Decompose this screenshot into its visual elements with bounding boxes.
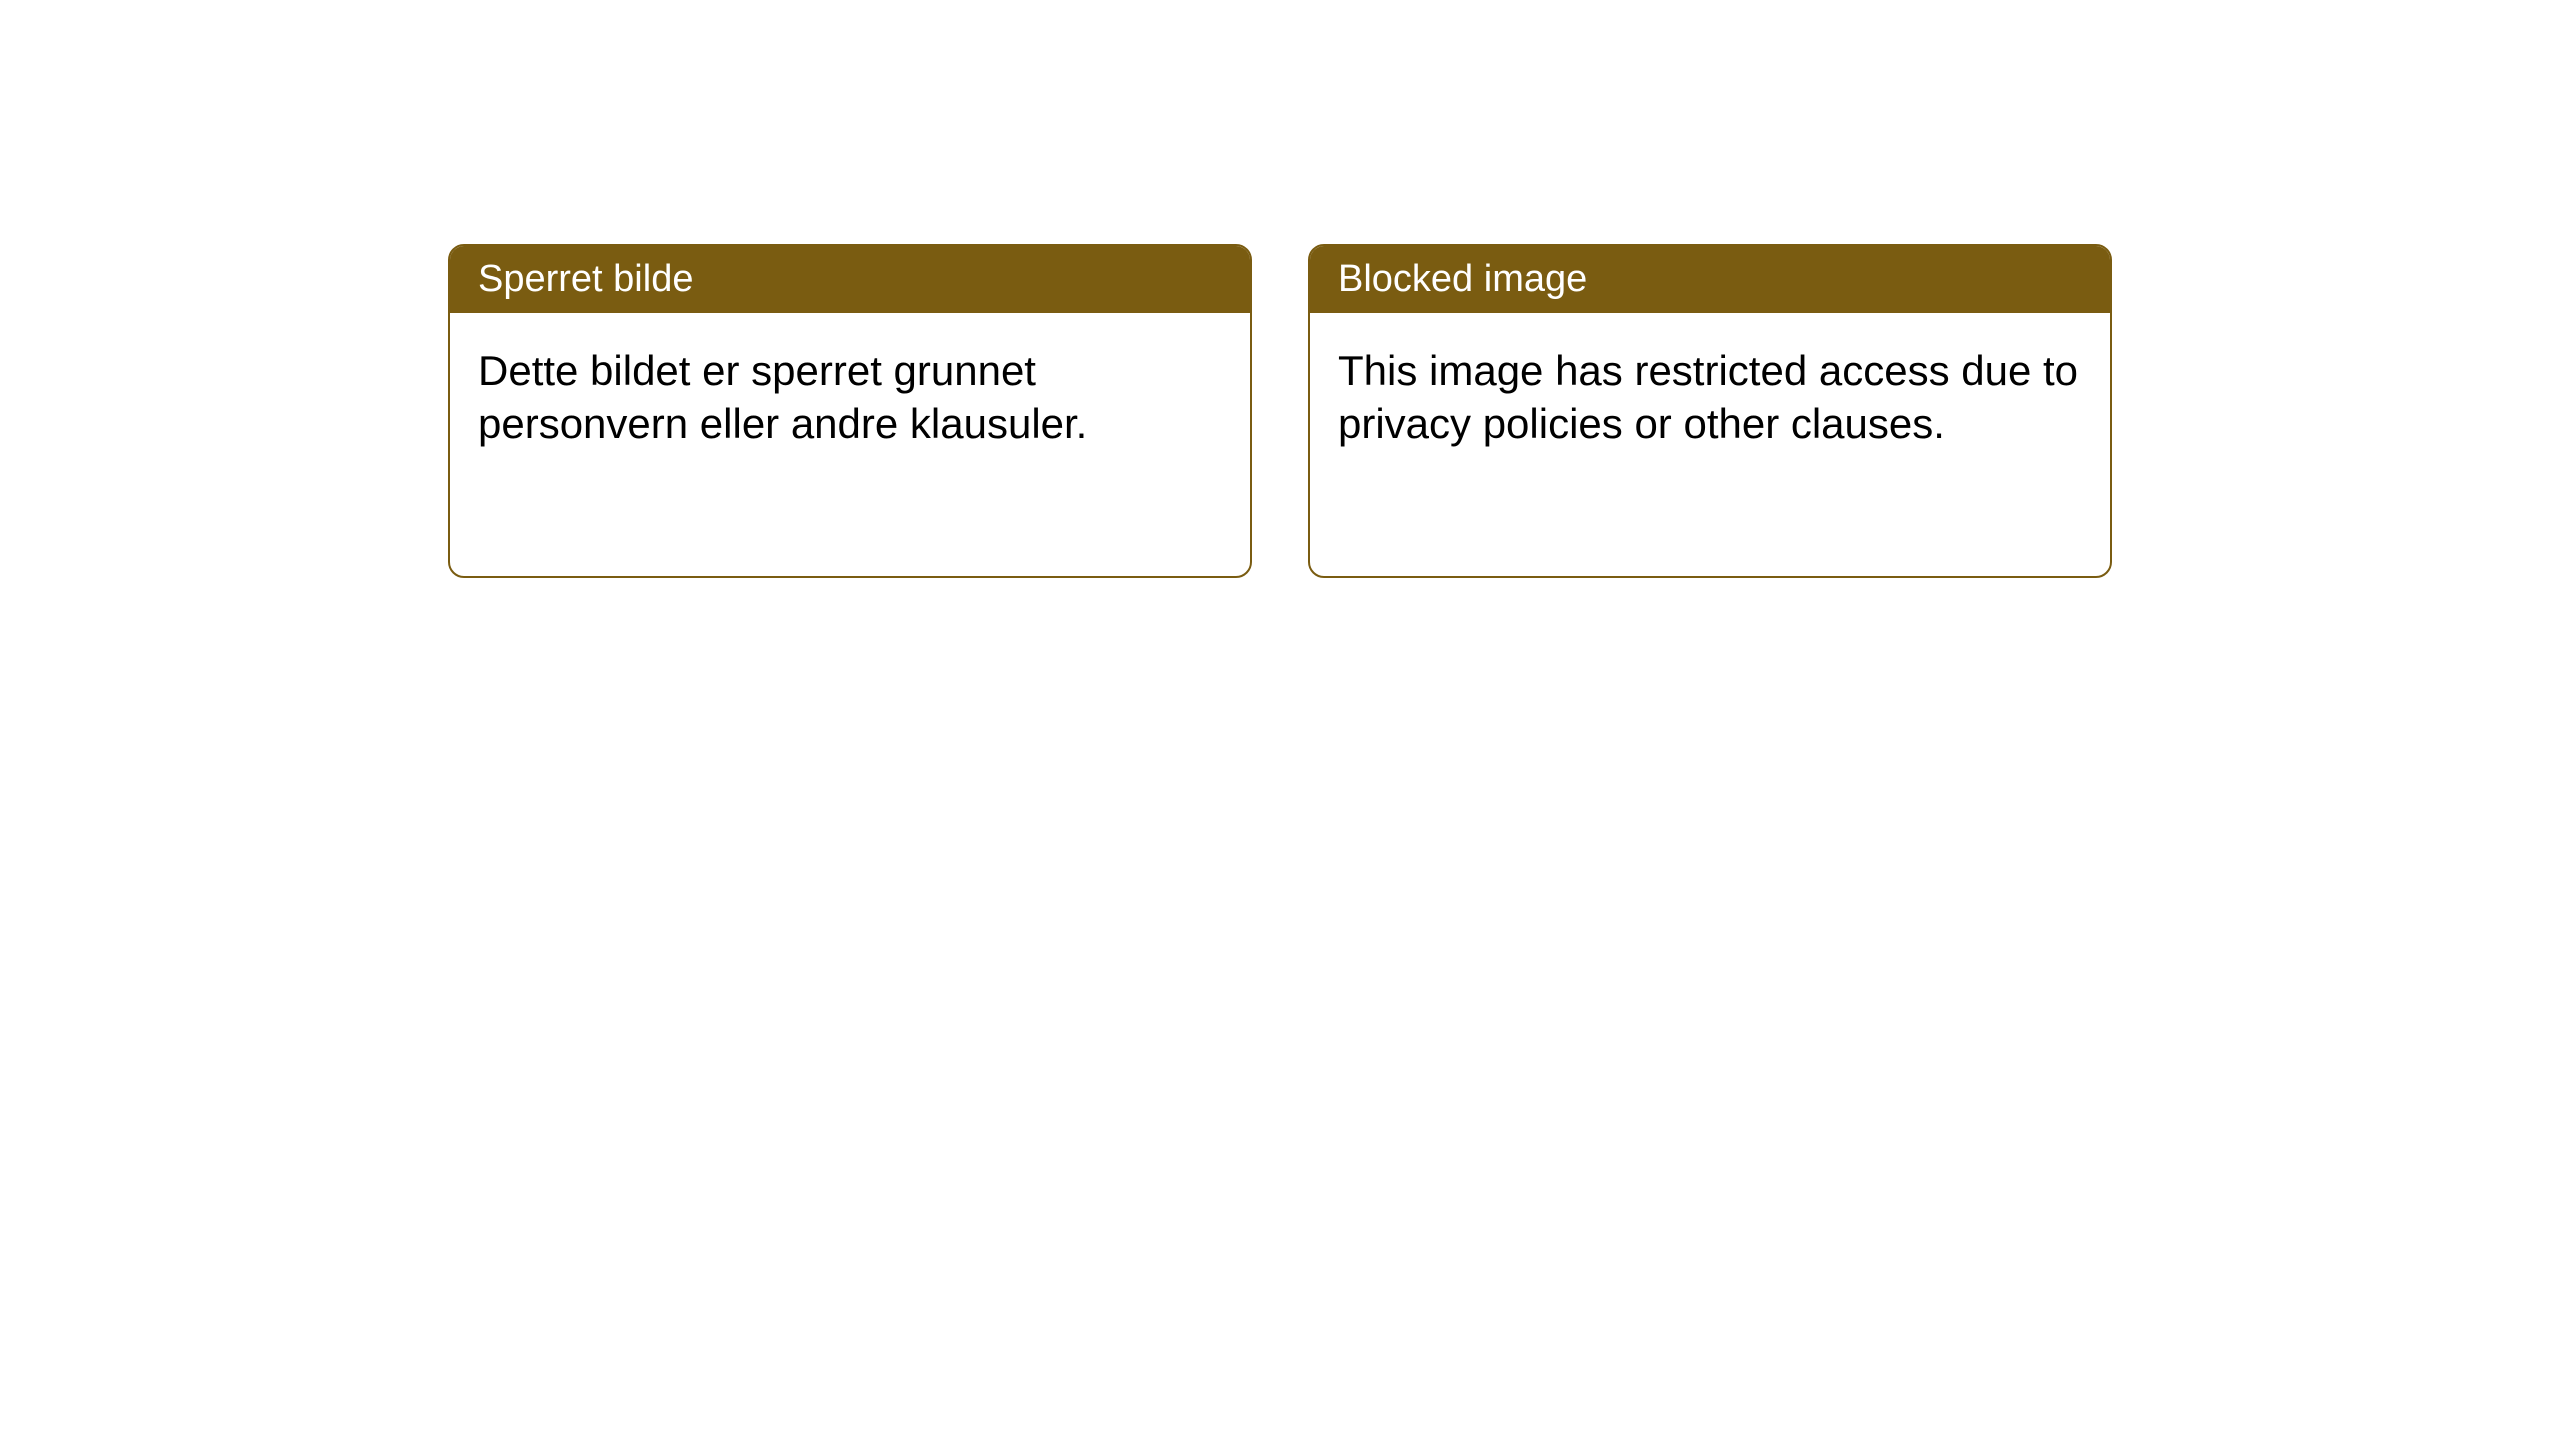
notice-box-norwegian: Sperret bilde Dette bildet er sperret gr… <box>448 244 1252 578</box>
notice-header-english: Blocked image <box>1310 246 2110 313</box>
notice-body-norwegian: Dette bildet er sperret grunnet personve… <box>450 313 1250 482</box>
notice-header-norwegian: Sperret bilde <box>450 246 1250 313</box>
notice-box-english: Blocked image This image has restricted … <box>1308 244 2112 578</box>
notice-container: Sperret bilde Dette bildet er sperret gr… <box>448 244 2112 578</box>
notice-body-english: This image has restricted access due to … <box>1310 313 2110 482</box>
